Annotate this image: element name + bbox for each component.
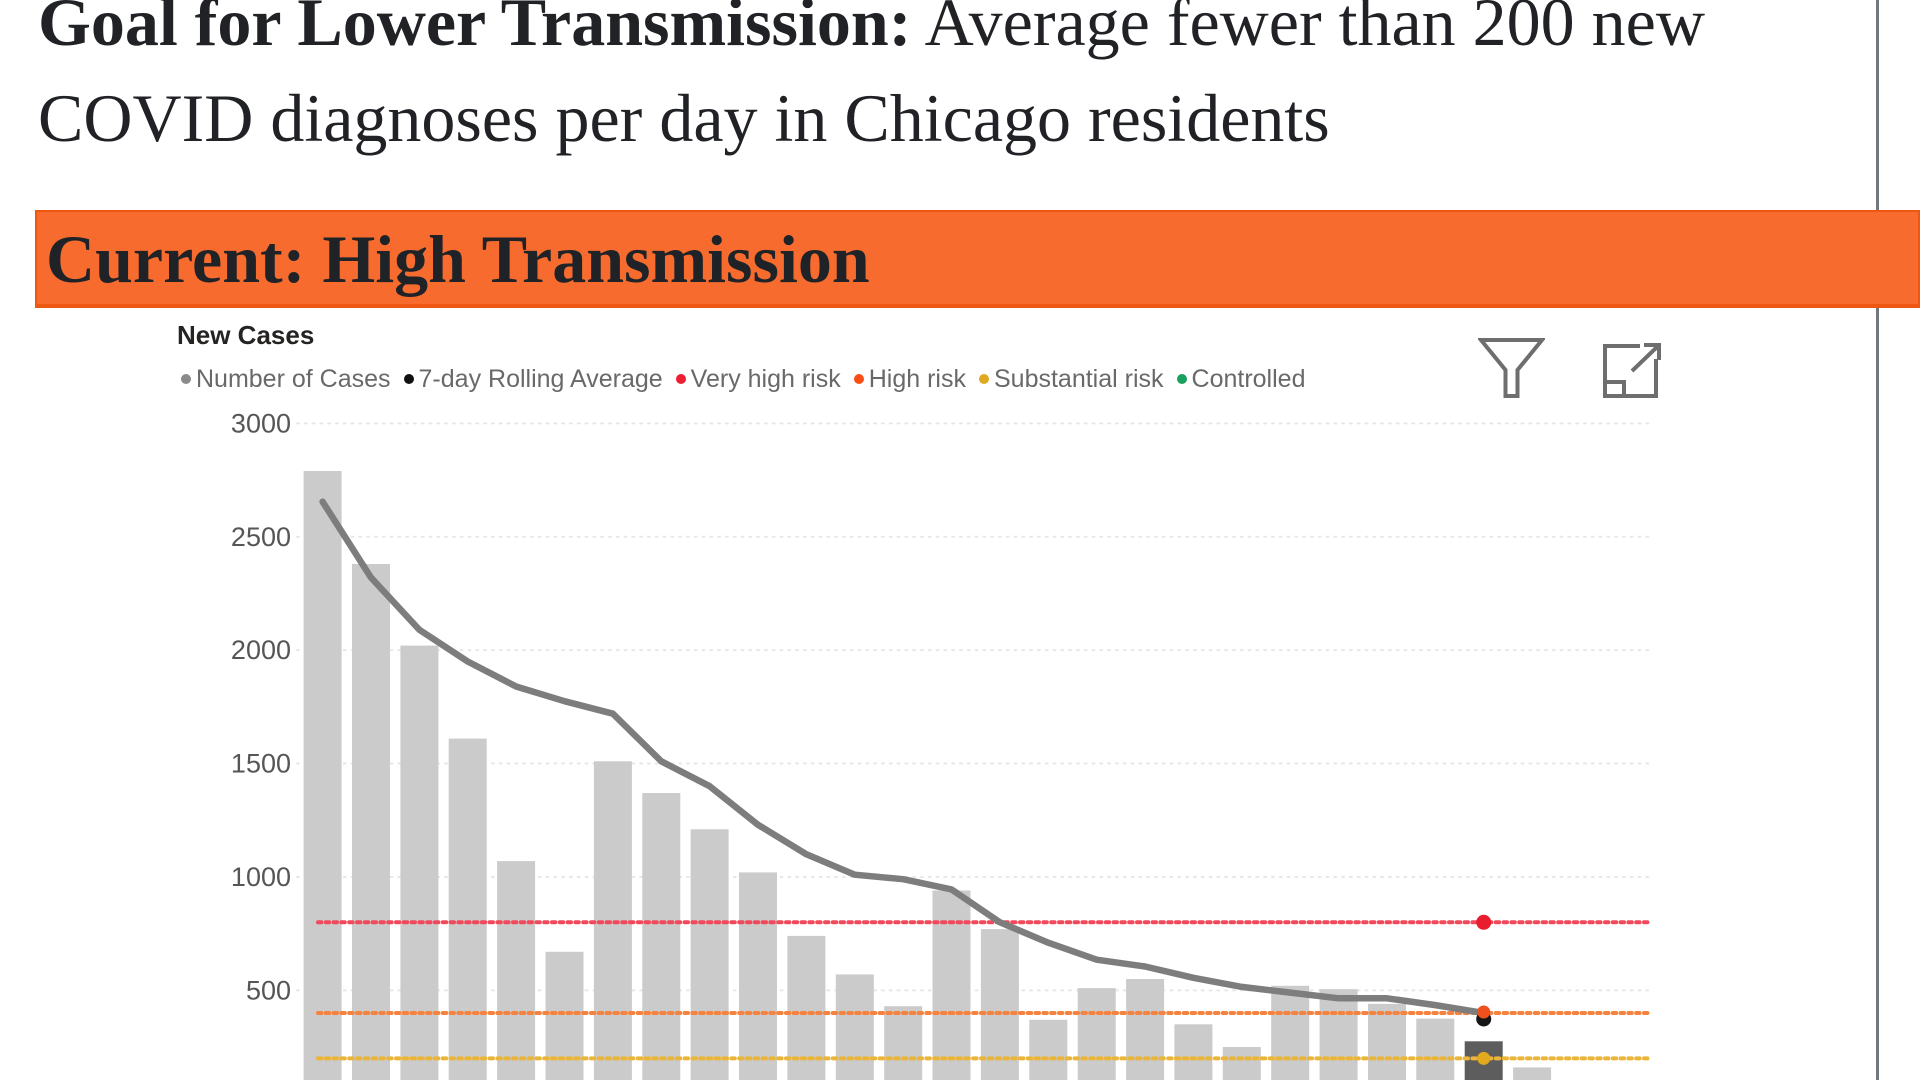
legend-item-very-high-risk[interactable]: Very high risk	[675, 364, 841, 394]
legend-dot-high-risk	[853, 374, 864, 384]
legend-label: High risk	[868, 364, 966, 393]
y-tick-label-500: 500	[246, 975, 291, 1005]
bar[interactable]	[787, 935, 826, 1080]
bar[interactable]	[1319, 989, 1358, 1080]
legend-dot-controlled	[1176, 374, 1187, 384]
bar[interactable]	[642, 793, 681, 1080]
bar[interactable]	[545, 951, 584, 1080]
bar[interactable]	[1174, 1024, 1213, 1080]
bar[interactable]	[932, 890, 971, 1080]
legend-label: 7-day Rolling Average	[418, 364, 663, 393]
bar[interactable]	[835, 974, 874, 1080]
chart-title: New Cases	[177, 320, 315, 350]
legend-item-substantial-risk[interactable]: Substantial risk	[978, 364, 1164, 394]
y-tick-label-3000: 3000	[231, 408, 291, 438]
page-right-border	[1876, 0, 1879, 1080]
bar[interactable]	[1029, 1019, 1068, 1080]
bar[interactable]	[1368, 1003, 1406, 1080]
bar[interactable]	[1513, 1067, 1552, 1080]
legend-item-controlled[interactable]: Controlled	[1176, 364, 1306, 394]
y-tick-label-2500: 2500	[231, 522, 291, 552]
legend-dot-7-day-rolling-average	[403, 374, 414, 384]
chart-legend: Number of Cases 7-day Rolling Average Very…	[181, 364, 1306, 394]
legend-dot-very-high-risk	[675, 374, 686, 384]
goal-heading-line2: COVID diagnoses per day in Chicago resid…	[38, 80, 1330, 156]
current-status-text: Current: High Transmission	[46, 221, 870, 297]
legend-dot-substantial-risk	[978, 374, 989, 384]
marker-substantial-risk	[1477, 1051, 1491, 1065]
goal-heading: Goal for Lower Transmission: Average few…	[38, 0, 1705, 166]
bar[interactable]	[448, 738, 487, 1080]
visual-header-icons	[1478, 337, 1668, 399]
bar[interactable]	[1126, 979, 1165, 1080]
legend-label: Controlled	[1191, 364, 1306, 393]
y-tick-label-2000: 2000	[231, 635, 291, 665]
marker-very-high-risk	[1476, 914, 1492, 930]
bar[interactable]	[1222, 1047, 1261, 1080]
y-tick-label-1000: 1000	[231, 862, 291, 892]
legend-item-number-of-cases[interactable]: Number of Cases	[181, 365, 391, 394]
bar[interactable]	[690, 829, 729, 1080]
goal-heading-line1: Goal for Lower Transmission: Average few…	[38, 0, 1705, 70]
legend-label: Substantial risk	[993, 364, 1164, 393]
filter-icon[interactable]	[1478, 337, 1545, 399]
bar[interactable]	[1077, 988, 1116, 1080]
legend-dot-number-of-cases	[181, 374, 191, 384]
legend-label: Very high risk	[690, 364, 841, 393]
bar[interactable]	[980, 929, 1019, 1080]
current-status-banner: Current: High Transmission	[35, 210, 1920, 308]
bar[interactable]	[303, 471, 342, 1080]
bar[interactable]	[400, 645, 439, 1080]
focus-mode-icon[interactable]	[1602, 343, 1664, 399]
rolling-average-line	[319, 498, 1487, 1017]
marker-high-risk	[1477, 1005, 1491, 1019]
bar[interactable]	[739, 872, 777, 1080]
legend-item-high-risk[interactable]: High risk	[853, 364, 966, 394]
bar[interactable]	[352, 564, 390, 1080]
legend-label: Number of Cases	[196, 364, 391, 393]
bar[interactable]	[1416, 1018, 1455, 1080]
goal-heading-rest: Average fewer than 200 new	[911, 0, 1705, 60]
y-tick-label-1500: 1500	[231, 749, 291, 779]
legend-item-7-day-rolling-average[interactable]: 7-day Rolling Average	[403, 364, 663, 394]
bar[interactable]	[497, 861, 536, 1080]
goal-heading-bold: Goal for Lower Transmission:	[38, 0, 912, 60]
bar[interactable]	[884, 1006, 923, 1080]
bar[interactable]	[1271, 985, 1310, 1080]
